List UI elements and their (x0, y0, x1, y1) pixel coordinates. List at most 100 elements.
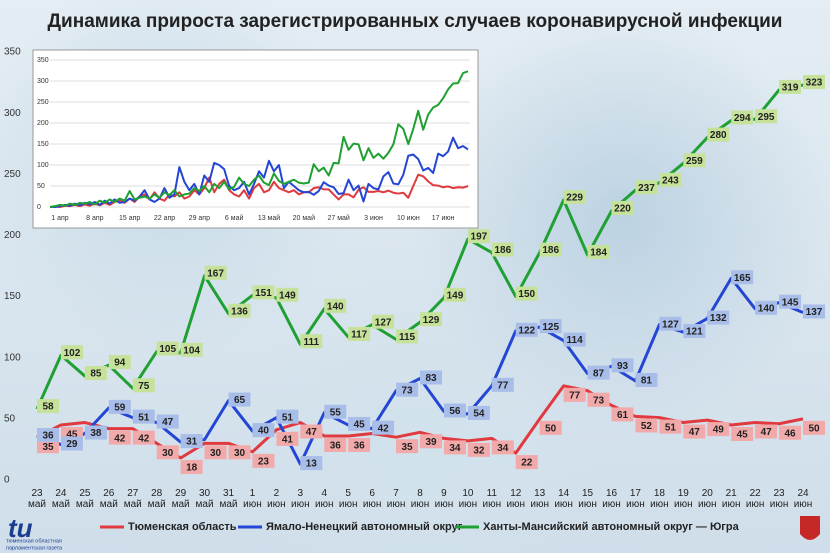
inset-y-tick-label: 100 (37, 162, 49, 169)
value-label: 46 (785, 428, 797, 439)
value-label: 38 (90, 428, 102, 439)
value-label: 149 (447, 290, 464, 301)
x-tick-label: 3 июн (291, 488, 310, 510)
value-label: 40 (258, 426, 270, 437)
y-tick-label: 150 (4, 291, 21, 302)
value-label-bg (515, 322, 538, 337)
value-label: 111 (304, 337, 320, 348)
value-label-bg (300, 334, 323, 349)
value-label-bg (731, 426, 754, 441)
value-label: 61 (617, 410, 629, 421)
value-label: 51 (665, 422, 677, 433)
value-label-bg (204, 265, 227, 280)
value-label-bg (539, 319, 562, 334)
value-label: 237 (638, 183, 655, 194)
value-label-bg (755, 300, 778, 315)
x-tick-label: 5 июн (338, 488, 358, 510)
value-label-bg (396, 382, 419, 397)
legend-label: Ханты-Мансийский автономный округ — Югра (483, 521, 740, 533)
value-label-bg (803, 420, 825, 435)
value-label-bg (587, 365, 610, 380)
x-tick-label: 10 июн (458, 488, 478, 510)
value-label: 35 (402, 442, 414, 453)
value-label-bg (539, 420, 562, 435)
value-label-bg (156, 341, 179, 356)
value-label-bg (420, 370, 442, 385)
value-label-bg (180, 342, 203, 357)
chart-title: Динамика прироста зарегистрированных слу… (48, 11, 783, 32)
inset-x-tick-label: 15 апр (119, 215, 140, 222)
inset-x-tick-label: 10 июн (397, 215, 420, 222)
value-label-bg (108, 355, 131, 370)
value-label-bg (611, 407, 634, 422)
value-label-bg (467, 442, 490, 457)
value-label: 85 (90, 369, 102, 380)
value-label-bg (156, 414, 179, 429)
value-label: 32 (473, 446, 485, 457)
value-label-bg (491, 242, 514, 257)
value-label-bg (443, 403, 466, 418)
logo-mark: tu (8, 513, 33, 543)
value-label: 75 (138, 381, 150, 392)
value-label-bg (37, 427, 59, 442)
value-label: 51 (282, 412, 294, 423)
x-tick-label: 27 май (123, 488, 142, 510)
series-line (49, 173, 469, 208)
y-tick-label: 350 (4, 47, 21, 58)
value-label: 94 (114, 358, 126, 369)
inset-x-tick-label: 27 май (327, 214, 349, 222)
value-label: 77 (497, 380, 509, 391)
x-tick-label: 24 июн (793, 488, 813, 510)
x-tick-label: 8 июн (410, 488, 430, 510)
logo-line: тюменская областная (6, 538, 62, 544)
value-label: 35 (42, 442, 54, 453)
value-label: 42 (378, 423, 390, 434)
value-label: 121 (686, 327, 703, 338)
value-label: 47 (162, 417, 174, 428)
value-label: 42 (114, 433, 126, 444)
value-label-bg (84, 425, 107, 440)
value-label-bg (156, 445, 179, 460)
value-label: 150 (518, 289, 535, 300)
inset-x-tick-label: 6 май (225, 214, 244, 222)
value-label: 319 (782, 83, 799, 94)
value-label: 136 (231, 306, 248, 317)
value-label: 51 (138, 412, 150, 423)
value-label-bg (611, 200, 634, 215)
x-tick-label: 28 май (147, 488, 166, 510)
value-label-bg (443, 287, 466, 302)
value-label: 104 (183, 345, 200, 356)
value-label-bg (467, 405, 490, 420)
value-label-bg (132, 409, 155, 424)
series-line (49, 70, 469, 208)
value-label: 87 (593, 368, 605, 379)
value-label: 127 (662, 319, 679, 330)
value-label: 47 (306, 427, 318, 438)
value-label: 167 (207, 268, 224, 279)
value-label-bg (779, 294, 802, 309)
value-label: 184 (590, 248, 607, 259)
value-label: 77 (569, 390, 581, 401)
inset-x-tick-label: 17 июн (432, 215, 455, 222)
value-label: 73 (593, 395, 605, 406)
y-tick-label: 0 (4, 475, 10, 486)
value-label-bg (731, 110, 754, 125)
x-tick-label: 16 июн (602, 488, 621, 510)
value-label: 151 (255, 288, 272, 299)
value-label: 39 (425, 437, 437, 448)
value-label-bg (707, 422, 730, 437)
value-label-bg (755, 424, 778, 439)
value-label: 229 (566, 193, 583, 204)
value-label: 117 (351, 330, 368, 341)
value-label: 145 (782, 297, 799, 308)
value-label: 59 (114, 402, 126, 413)
inset-x-tick-label: 1 апр (51, 215, 69, 222)
value-label: 23 (258, 457, 270, 468)
value-label: 132 (710, 313, 727, 324)
legend-label: Тюменская область (128, 521, 237, 533)
value-label-bg (491, 377, 514, 392)
value-label-bg (467, 229, 490, 244)
value-label: 50 (545, 423, 557, 434)
x-tick-label: 20 июн (697, 488, 717, 510)
value-label-bg (276, 287, 299, 302)
